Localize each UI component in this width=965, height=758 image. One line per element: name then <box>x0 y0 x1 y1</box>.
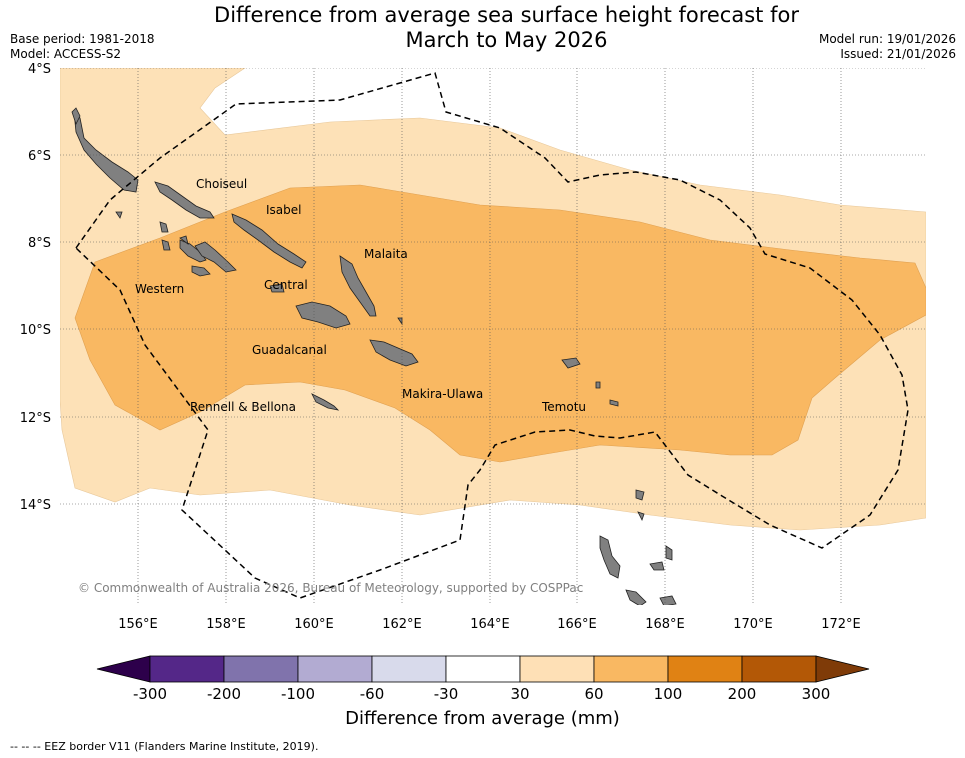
lon-label-166E: 166°E <box>557 617 597 632</box>
vanuatu-small-2 <box>649 561 665 571</box>
temotu-island-2 <box>595 381 601 389</box>
vanuatu-mid <box>635 489 645 501</box>
model-run-text: Model run: 19/01/2026 <box>818 32 956 46</box>
colorbar-tick-labels: -300 -200 -100 -60 -30 30 60 100 200 300 <box>133 685 830 703</box>
western-small-5 <box>115 211 123 219</box>
colorbar-segment-9 <box>741 655 817 683</box>
colorbar-segment-3 <box>297 655 373 683</box>
land-masses <box>71 107 677 605</box>
label-central: Central <box>264 278 308 292</box>
lon-label-168E: 168°E <box>645 617 685 632</box>
colorbar-segment-6 <box>519 655 595 683</box>
isabel-island <box>231 213 307 269</box>
lat-label-10S: 10°S <box>20 323 51 338</box>
place-labels: Choiseul Isabel Malaita Western Central … <box>135 177 586 414</box>
colorbar-segment-2 <box>223 655 299 683</box>
issued-text: Issued: 21/01/2026 <box>840 47 956 61</box>
model-text: Model: ACCESS-S2 <box>10 47 122 61</box>
lon-label-162E: 162°E <box>382 617 422 632</box>
colorbar-segment-4 <box>371 655 447 683</box>
rennell <box>311 393 340 411</box>
western-small-1 <box>159 221 169 233</box>
vanuatu-small-3 <box>665 545 673 561</box>
label-makira-ulawa: Makira-Ulawa <box>402 387 483 401</box>
malaita <box>339 255 377 317</box>
colorbar-extend-high <box>815 655 870 683</box>
western-small-3 <box>191 265 211 277</box>
guadalcanal <box>295 301 351 329</box>
vanuatu-small-1 <box>637 511 645 522</box>
latitude-labels: 4°S 6°S 8°S 10°S 12°S 14°S <box>20 62 51 513</box>
western-islands-mid <box>179 239 207 263</box>
lon-label-164E: 164°E <box>470 617 510 632</box>
cb-tick-1: -200 <box>207 685 241 703</box>
makira <box>369 339 419 367</box>
cb-tick-7: 100 <box>654 685 683 703</box>
meta-left: Base period: 1981-2018 Model: ACCESS-S2 <box>10 32 155 62</box>
lat-label-6S: 6°S <box>28 149 51 164</box>
colorbar-segment-5 <box>445 655 521 683</box>
temotu-island-1 <box>561 357 581 369</box>
chart-title: Difference from average sea surface heig… <box>0 3 965 53</box>
chart-title-line2: March to May 2026 <box>405 28 608 52</box>
copyright-text: © Commonwealth of Australia 2026, Bureau… <box>78 581 583 595</box>
cb-tick-9: 300 <box>802 685 831 703</box>
choiseul-island <box>73 110 139 193</box>
cb-tick-3: -60 <box>360 685 385 703</box>
cb-tick-8: 200 <box>728 685 757 703</box>
colorbar-segment-7 <box>593 655 669 683</box>
lon-label-156E: 156°E <box>118 617 158 632</box>
lat-label-12S: 12°S <box>20 411 51 426</box>
label-temotu: Temotu <box>541 400 586 414</box>
label-rennell-bellona: Rennell & Bellona <box>190 400 296 414</box>
colorbar <box>96 655 870 683</box>
lon-label-170E: 170°E <box>733 617 773 632</box>
vanuatu-south <box>625 589 647 605</box>
colorbar-segment-1 <box>149 655 225 683</box>
cb-tick-5: 30 <box>510 685 529 703</box>
base-period-text: Base period: 1981-2018 <box>10 32 155 46</box>
lat-label-8S: 8°S <box>28 236 51 251</box>
lon-label-158E: 158°E <box>206 617 246 632</box>
label-guadalcanal: Guadalcanal <box>252 343 327 357</box>
longitude-labels: 156°E 158°E 160°E 162°E 164°E 166°E 168°… <box>118 617 861 632</box>
vanuatu-small-4 <box>659 595 677 605</box>
cb-tick-6: 60 <box>584 685 603 703</box>
label-western: Western <box>135 282 184 296</box>
temotu-island-3 <box>609 399 619 407</box>
colorbar-extend-low <box>96 655 151 683</box>
chart-title-line1: Difference from average sea surface heig… <box>214 3 799 27</box>
lon-label-160E: 160°E <box>294 617 334 632</box>
colorbar-segment-8 <box>667 655 743 683</box>
label-malaita: Malaita <box>364 247 408 261</box>
eez-legend-note: -- -- -- EEZ border V11 (Flanders Marine… <box>10 740 319 753</box>
western-small-2 <box>161 239 171 251</box>
new-georgia <box>194 241 237 273</box>
western-islands-north <box>154 181 215 219</box>
lat-label-14S: 14°S <box>20 498 51 513</box>
label-isabel: Isabel <box>266 203 301 217</box>
lat-label-4S: 4°S <box>28 62 51 77</box>
central-islands <box>269 283 285 293</box>
lon-label-172E: 172°E <box>821 617 861 632</box>
cb-tick-2: -100 <box>281 685 315 703</box>
bougainville-coast <box>71 107 81 126</box>
gridlines <box>60 68 926 605</box>
map-area: Choiseul Isabel Malaita Western Central … <box>60 68 926 605</box>
label-choiseul: Choiseul <box>196 177 247 191</box>
meta-right: Model run: 19/01/2026 Issued: 21/01/2026 <box>819 32 956 62</box>
vanuatu-north <box>599 535 621 579</box>
cb-tick-0: -300 <box>133 685 167 703</box>
colorbar-title: Difference from average (mm) <box>345 708 620 729</box>
cb-tick-4: -30 <box>434 685 459 703</box>
